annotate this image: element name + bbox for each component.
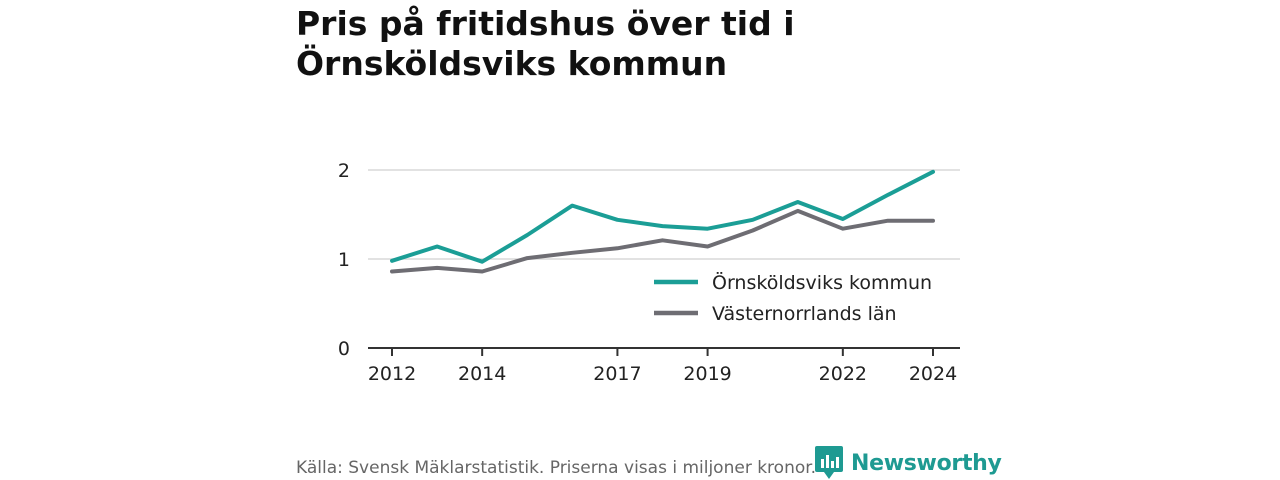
brand-name: Newsworthy (851, 450, 1002, 476)
y-tick-label-2: 2 (338, 160, 350, 182)
source-note: Källa: Svensk Mäklarstatistik. Priserna … (296, 458, 817, 478)
axes: 0 1 2 2012 2014 2017 2019 2022 2024 (338, 160, 960, 385)
y-tick-label-0: 0 (338, 338, 350, 360)
legend: Örnsköldsviks kommun Västernorrlands län (654, 271, 932, 325)
x-tick-label-2019: 2019 (683, 363, 731, 385)
chart-title: Pris på fritidshus över tid i Örnsköldsv… (296, 4, 795, 83)
grid-lines (368, 169, 960, 260)
legend-label-1: Örnsköldsviks kommun (712, 271, 932, 294)
series-line-1 (390, 169, 935, 264)
x-tick-label-2017: 2017 (593, 363, 641, 385)
x-tick-label-2014: 2014 (458, 363, 506, 385)
series-line-2 (390, 208, 935, 274)
bar-chart-speech-bubble-icon (815, 446, 843, 479)
x-tick-label-2024: 2024 (909, 363, 957, 385)
brand-logo: Newsworthy (815, 446, 1002, 480)
legend-label-2: Västernorrlands län (712, 303, 897, 325)
x-tick-label-2022: 2022 (819, 363, 867, 385)
series-lines (390, 169, 935, 274)
y-tick-label-1: 1 (338, 249, 350, 271)
x-tick-label-2012: 2012 (368, 363, 416, 385)
